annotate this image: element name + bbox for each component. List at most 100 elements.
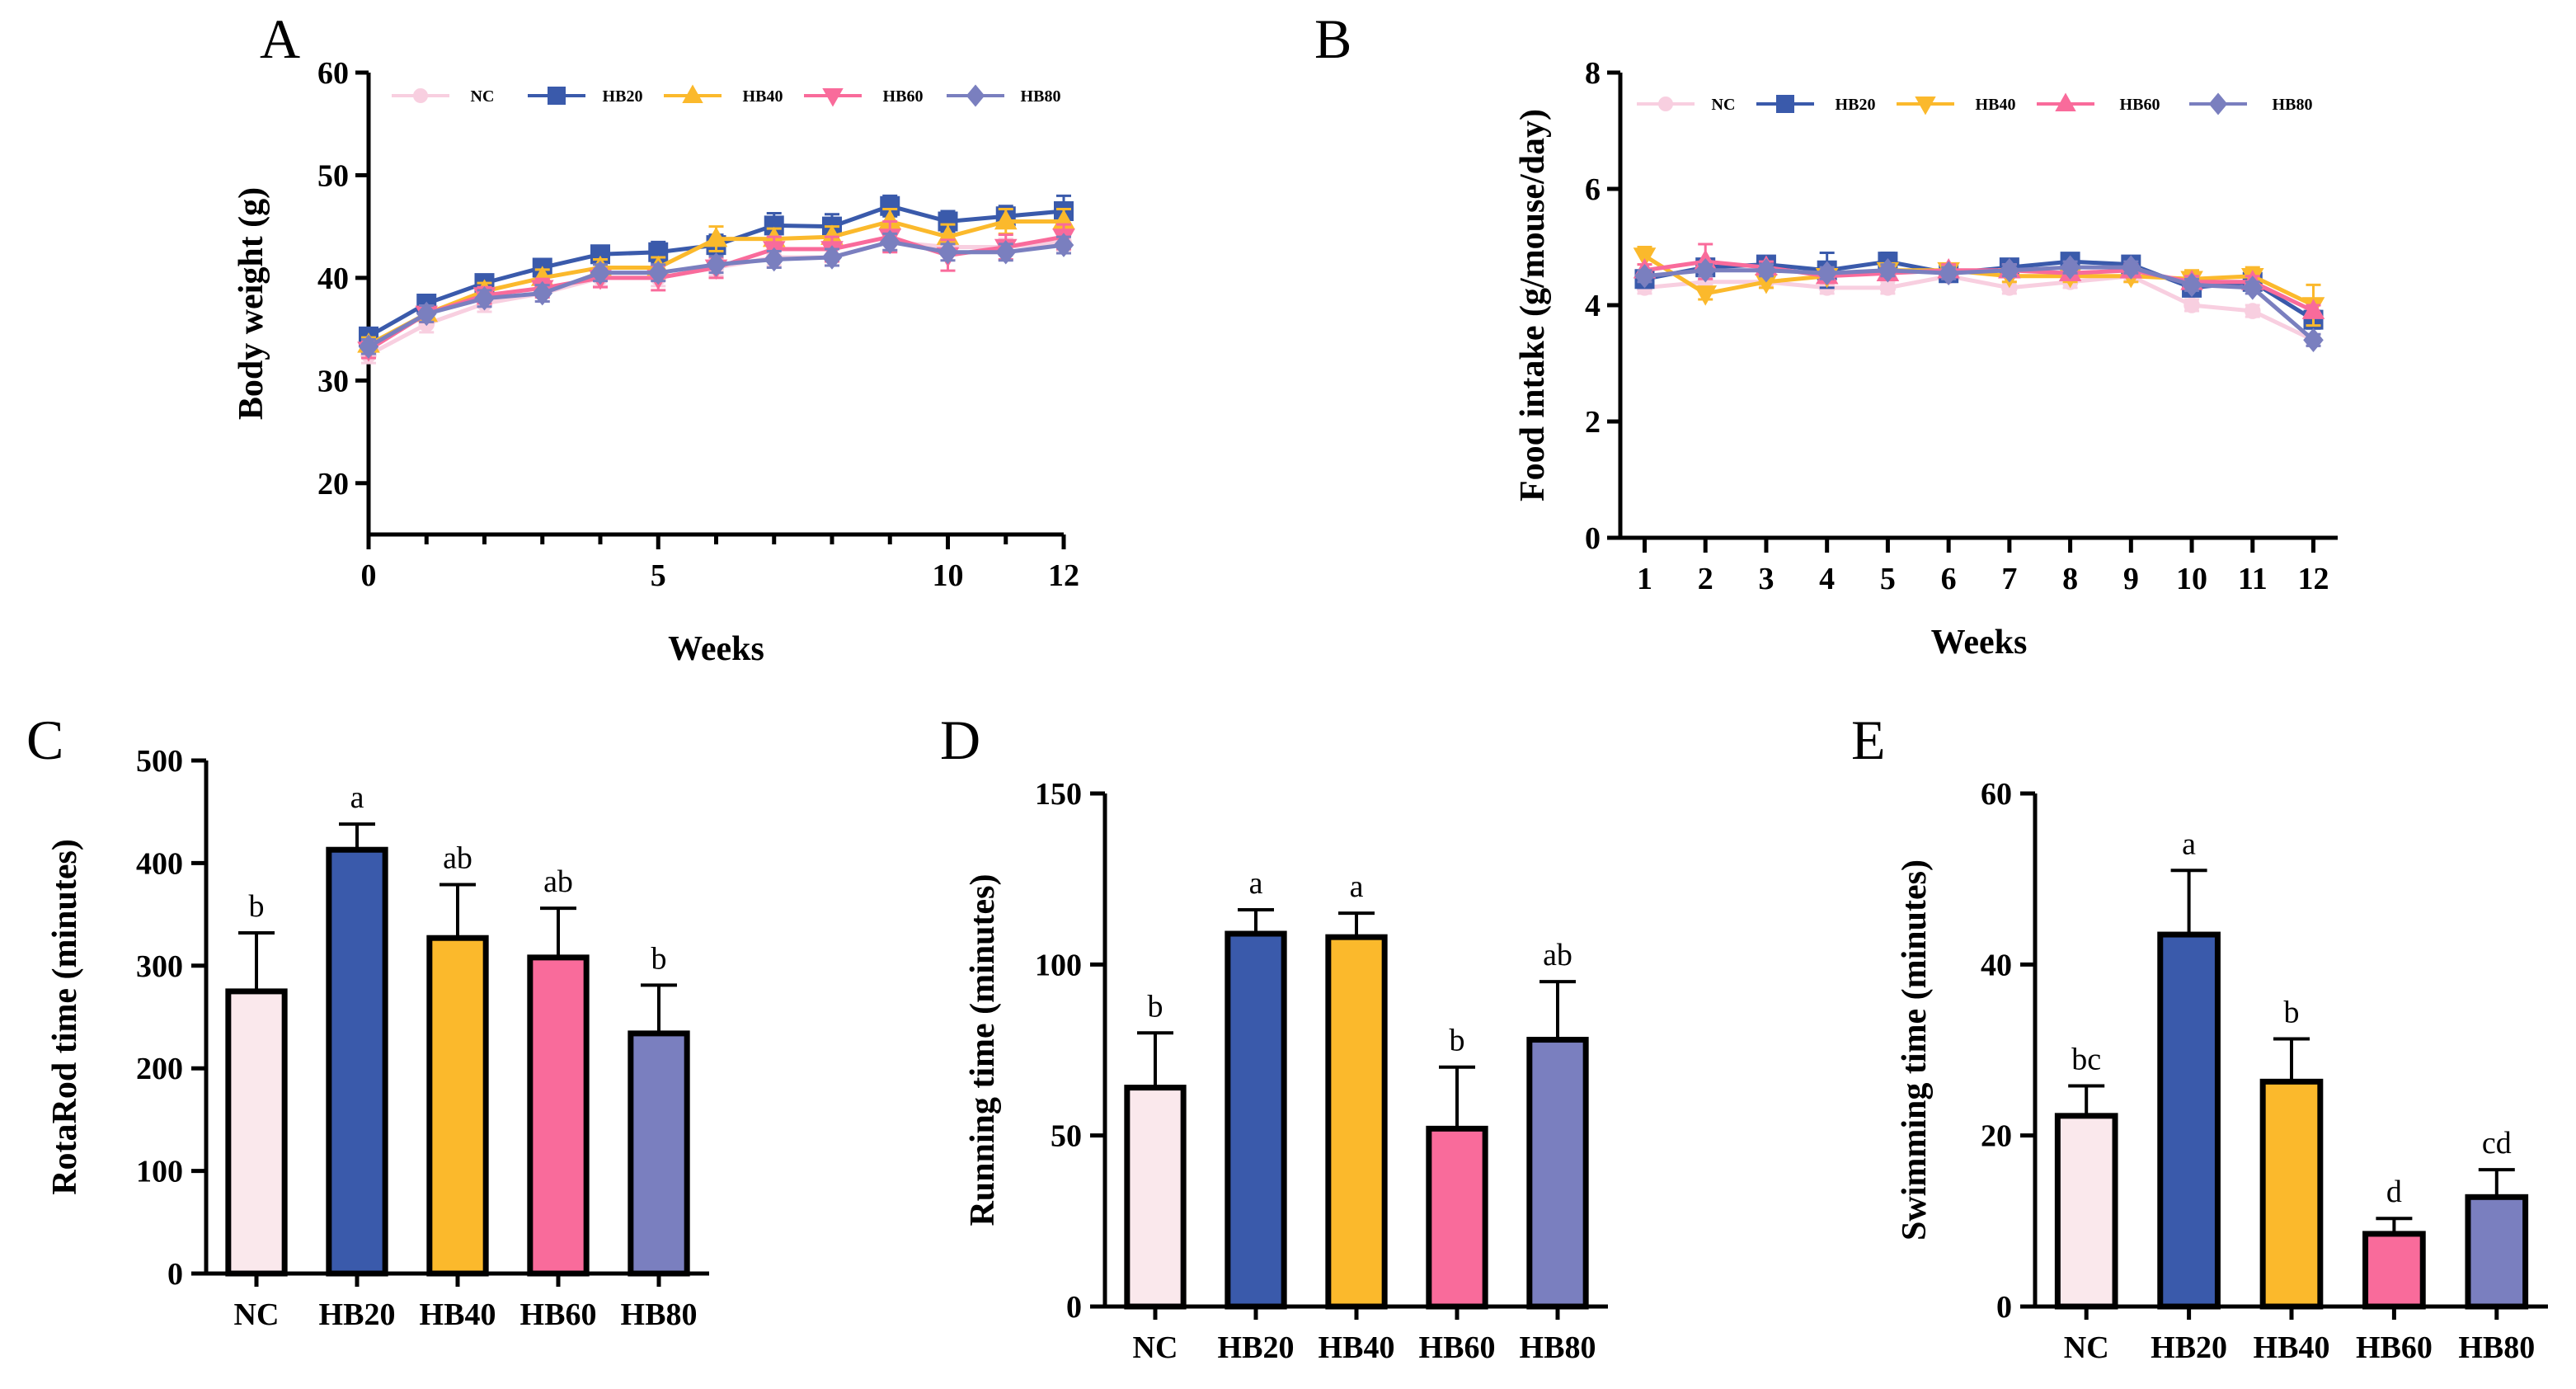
data-point-hb80	[1878, 257, 1898, 283]
data-point-hb80	[995, 240, 1017, 265]
y-tick-label: 100	[1035, 948, 1082, 982]
y-tick-label: 300	[136, 949, 183, 984]
x-tick-label-hb60: HB60	[2356, 1330, 2433, 1365]
x-tick-label: 11	[2238, 562, 2268, 596]
series-hb80	[1634, 255, 2324, 353]
data-point-hb20	[880, 195, 900, 216]
legend-marker-hb40	[1915, 97, 1936, 115]
data-point-nc	[2244, 303, 2261, 319]
bar-nc	[2054, 1113, 2118, 1310]
y-tick-label: 30	[317, 364, 349, 398]
y-tick-label: 50	[1051, 1119, 1082, 1154]
significance-label-nc: b	[1148, 989, 1163, 1024]
legend-label-hb40: HB40	[1976, 96, 2016, 114]
legend-label-hb80: HB80	[2273, 96, 2313, 114]
data-point-hb40	[994, 209, 1018, 230]
significance-label-hb20: a	[1249, 866, 1263, 901]
x-tick-label: 0	[361, 558, 377, 593]
y-tick-label: 6	[1585, 172, 1601, 207]
significance-label-hb80: b	[651, 941, 667, 976]
legend-marker-hb80	[2208, 92, 2228, 115]
x-axis-title: Weeks	[668, 630, 764, 668]
significance-label-nc: bc	[2071, 1043, 2101, 1077]
x-tick-label-nc: NC	[1133, 1330, 1178, 1365]
data-point-hb80	[2303, 327, 2324, 353]
bar-hb40	[1325, 934, 1388, 1310]
panel-letter: C	[26, 709, 63, 771]
y-tick-label: 0	[1585, 521, 1601, 556]
legend-label-nc: NC	[1712, 96, 1736, 114]
data-point-hb80	[1695, 257, 1716, 283]
x-tick-label: 4	[1819, 562, 1835, 596]
x-tick-label: 5	[1880, 562, 1896, 596]
data-point-hb20	[764, 215, 784, 236]
legend-marker-hb80	[966, 84, 985, 107]
legend-marker-hb60	[2055, 92, 2076, 111]
x-tick-label: 7	[2001, 562, 2017, 596]
data-point-hb80	[2121, 255, 2141, 280]
x-tick-label-hb80: HB80	[1520, 1330, 1596, 1365]
data-point-hb80	[2181, 272, 2202, 298]
x-tick-label-nc: NC	[234, 1297, 280, 1332]
data-point-hb80	[879, 229, 900, 255]
y-tick-label: 0	[1066, 1290, 1082, 1325]
data-point-hb20	[938, 211, 958, 232]
y-tick-label: 100	[136, 1155, 183, 1189]
bar-hb60	[1426, 1125, 1488, 1310]
legend-label-hb60: HB60	[883, 87, 924, 106]
x-tick-label-hb60: HB60	[520, 1297, 597, 1332]
data-point-hb80	[474, 286, 495, 311]
data-point-hb80	[1053, 233, 1074, 257]
bar-hb60	[527, 954, 590, 1277]
data-point-hb80	[1756, 257, 1777, 283]
data-point-hb80	[2060, 255, 2080, 280]
legend: NC HB20 HB40 HB60 HB80	[392, 84, 1061, 107]
data-point-hb80	[764, 247, 785, 272]
x-tick-label-nc: NC	[2064, 1330, 2109, 1365]
bar-hb20	[326, 846, 388, 1277]
series-hb40	[357, 208, 1075, 353]
data-point-nc	[1879, 280, 1897, 296]
significance-label-nc: b	[249, 889, 265, 924]
y-axis-title: Food intake (g/mouse/day)	[1514, 109, 1552, 501]
bar-hb40	[2259, 1078, 2324, 1310]
x-tick-label: 9	[2123, 562, 2139, 596]
data-point-hb80	[938, 240, 958, 265]
data-point-hb80	[1817, 261, 1837, 285]
significance-label-hb60: ab	[543, 864, 573, 899]
data-point-hb80	[1938, 261, 1959, 285]
bar-hb20	[1225, 930, 1287, 1310]
legend-label-hb40: HB40	[743, 87, 783, 106]
x-tick-label-hb80: HB80	[621, 1297, 698, 1332]
x-tick-label: 5	[651, 558, 666, 593]
x-tick-label-hb20: HB20	[319, 1297, 396, 1332]
legend-label-hb80: HB80	[1021, 87, 1061, 106]
y-tick-label: 8	[1585, 56, 1601, 91]
y-tick-label: 60	[317, 56, 349, 91]
data-point-hb80	[821, 245, 843, 270]
legend-marker-hb40	[682, 84, 703, 103]
x-axis-title: Weeks	[1931, 624, 2028, 662]
bar-hb40	[426, 935, 489, 1277]
significance-label-hb60: d	[2386, 1175, 2402, 1209]
bar-nc	[225, 988, 288, 1277]
y-tick-label: 50	[317, 158, 349, 193]
legend-marker-nc	[1658, 97, 1673, 111]
panel-c-rotarod-time: 0 100 200 300 400 500 RotaRod time (minutes) Cb…	[26, 709, 709, 1332]
panel-letter: B	[1314, 7, 1351, 70]
significance-label-hb60: b	[1450, 1024, 1465, 1058]
significance-label-hb40: b	[2284, 996, 2300, 1030]
significance-label-hb80: cd	[2482, 1126, 2512, 1161]
x-tick-label: 10	[2176, 562, 2207, 596]
x-tick-label-hb40: HB40	[2254, 1330, 2330, 1365]
panel-d-running-time: 0 50 100 150 Running time (minutes) Db NC a HB20…	[940, 709, 1608, 1365]
data-point-hb80	[416, 301, 437, 327]
data-point-hb80	[2242, 275, 2263, 300]
x-tick-label: 6	[1941, 562, 1957, 596]
data-point-hb80	[590, 260, 611, 285]
x-tick-label-hb20: HB20	[2151, 1330, 2227, 1365]
bar-hb20	[2157, 931, 2221, 1310]
legend: NC HB20 HB40 HB60 HB80	[1637, 92, 2313, 115]
